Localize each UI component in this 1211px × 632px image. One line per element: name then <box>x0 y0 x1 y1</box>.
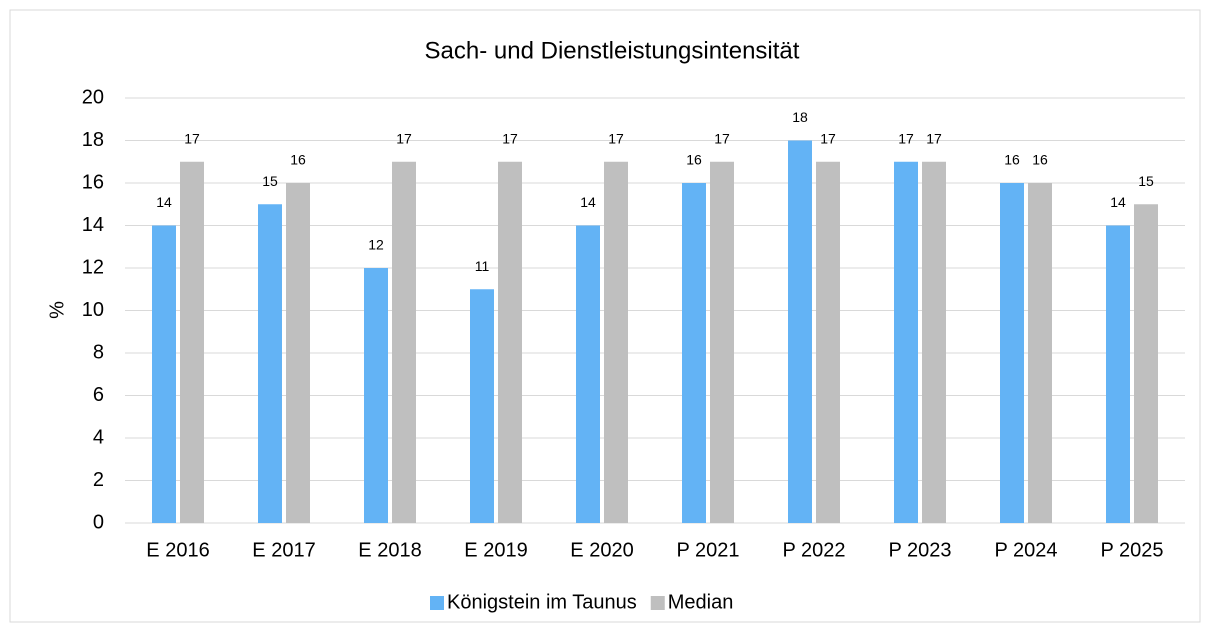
data-label: 17 <box>898 130 914 146</box>
data-label: 17 <box>608 130 624 146</box>
y-tick-label: 18 <box>82 129 104 151</box>
x-tick-label: E 2018 <box>358 539 421 561</box>
bar <box>152 225 176 523</box>
x-tick-label: P 2024 <box>994 539 1057 561</box>
y-tick-label: 6 <box>93 384 104 406</box>
data-label: 17 <box>714 130 730 146</box>
y-tick-label: 8 <box>93 341 104 363</box>
data-label: 15 <box>1138 173 1154 189</box>
chart-title: Sach- und Dienstleistungsintensität <box>425 37 800 64</box>
legend-label: Königstein im Taunus <box>447 591 637 613</box>
y-tick-label: 0 <box>93 511 104 533</box>
data-label: 14 <box>580 194 596 210</box>
x-tick-label: P 2023 <box>888 539 951 561</box>
data-label: 17 <box>926 130 942 146</box>
legend-swatch <box>650 596 665 610</box>
bar <box>894 161 918 523</box>
bar <box>576 225 600 523</box>
x-tick-label: P 2022 <box>782 539 845 561</box>
x-tick-label: P 2021 <box>676 539 739 561</box>
legend-label: Median <box>668 591 734 613</box>
data-label: 12 <box>368 237 384 253</box>
y-tick-label: 12 <box>82 256 104 278</box>
x-tick-label: E 2016 <box>146 539 209 561</box>
data-label: 17 <box>820 130 836 146</box>
legend-swatch <box>430 596 444 610</box>
bar <box>604 161 628 523</box>
bar <box>180 161 204 523</box>
data-label: 15 <box>262 173 278 189</box>
data-label: 17 <box>184 130 200 146</box>
bar <box>710 161 734 523</box>
bar <box>364 268 388 523</box>
bar <box>286 183 310 523</box>
x-tick-label: E 2020 <box>570 539 633 561</box>
data-label: 17 <box>396 130 412 146</box>
y-tick-label: 16 <box>82 171 104 193</box>
y-tick-label: 4 <box>93 426 104 448</box>
data-label: 17 <box>502 130 518 146</box>
data-label: 16 <box>290 152 306 168</box>
bar <box>788 140 812 523</box>
x-tick-label: P 2025 <box>1100 539 1163 561</box>
y-tick-label: 14 <box>82 214 104 236</box>
data-label: 14 <box>1110 194 1126 210</box>
y-axis-label: % <box>46 301 68 319</box>
bar <box>1134 204 1158 523</box>
data-label: 18 <box>792 109 808 125</box>
bar <box>682 183 706 523</box>
data-label: 16 <box>1032 152 1048 168</box>
y-tick-label: 20 <box>82 86 104 108</box>
y-tick-label: 10 <box>82 299 104 321</box>
bar <box>922 161 946 523</box>
bar <box>470 289 494 523</box>
x-tick-label: E 2017 <box>252 539 315 561</box>
bar <box>258 204 282 523</box>
data-label: 11 <box>475 258 490 274</box>
bar <box>392 161 416 523</box>
data-label: 16 <box>686 152 702 168</box>
bar <box>816 161 840 523</box>
bar <box>1106 225 1130 523</box>
bar <box>1028 183 1052 523</box>
bar <box>1000 183 1024 523</box>
x-tick-label: E 2019 <box>464 539 527 561</box>
bar <box>498 161 522 523</box>
data-label: 14 <box>156 194 172 210</box>
data-label: 16 <box>1004 152 1020 168</box>
y-tick-label: 2 <box>93 469 104 491</box>
